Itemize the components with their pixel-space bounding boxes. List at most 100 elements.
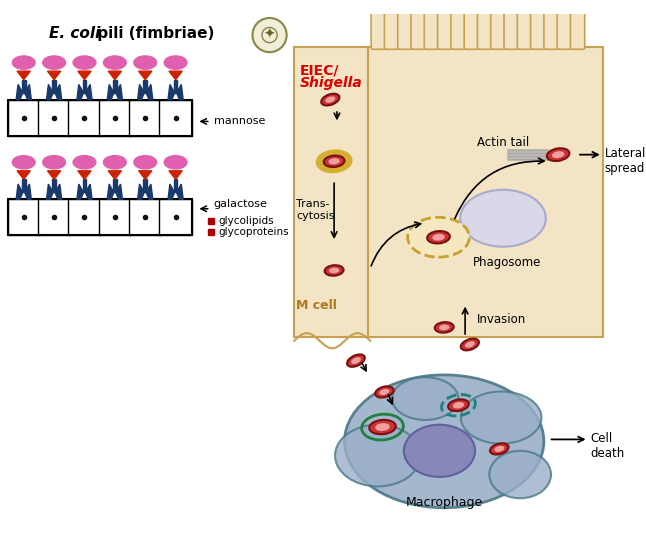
Ellipse shape xyxy=(164,56,187,69)
Polygon shape xyxy=(116,184,123,199)
Polygon shape xyxy=(22,179,26,193)
Text: Trans-
cytosis: Trans- cytosis xyxy=(296,199,335,221)
FancyBboxPatch shape xyxy=(504,9,518,49)
Polygon shape xyxy=(55,184,62,199)
Polygon shape xyxy=(174,80,178,93)
Bar xyxy=(8,100,192,136)
Bar xyxy=(294,47,370,337)
Ellipse shape xyxy=(12,156,35,169)
Ellipse shape xyxy=(317,151,351,172)
Ellipse shape xyxy=(435,322,453,333)
Ellipse shape xyxy=(351,357,361,364)
Polygon shape xyxy=(25,184,31,199)
Bar xyxy=(8,199,40,235)
FancyBboxPatch shape xyxy=(477,9,492,49)
Text: ✦: ✦ xyxy=(264,28,275,42)
Polygon shape xyxy=(85,184,92,199)
Text: pili (fimbriae): pili (fimbriae) xyxy=(92,26,214,41)
Ellipse shape xyxy=(43,156,65,169)
Ellipse shape xyxy=(328,158,340,165)
Polygon shape xyxy=(174,179,178,193)
Polygon shape xyxy=(47,171,61,179)
FancyBboxPatch shape xyxy=(424,9,439,49)
Ellipse shape xyxy=(448,400,469,411)
Bar xyxy=(160,199,192,235)
Ellipse shape xyxy=(347,354,365,367)
Text: glycoproteins: glycoproteins xyxy=(218,227,289,237)
Ellipse shape xyxy=(490,443,508,455)
FancyBboxPatch shape xyxy=(544,9,558,49)
Ellipse shape xyxy=(453,402,464,408)
Polygon shape xyxy=(109,71,121,80)
Bar xyxy=(8,100,40,136)
Polygon shape xyxy=(169,171,182,179)
Polygon shape xyxy=(85,84,92,100)
Ellipse shape xyxy=(103,156,126,169)
Ellipse shape xyxy=(134,156,156,169)
Text: Lateral
spread: Lateral spread xyxy=(605,147,646,175)
Polygon shape xyxy=(176,184,183,199)
Polygon shape xyxy=(17,71,30,80)
Polygon shape xyxy=(109,171,121,179)
Polygon shape xyxy=(47,84,53,100)
Polygon shape xyxy=(47,71,61,80)
Ellipse shape xyxy=(408,217,470,257)
Text: mannose: mannose xyxy=(214,117,265,127)
Bar xyxy=(368,47,603,337)
Polygon shape xyxy=(139,171,152,179)
Polygon shape xyxy=(78,171,91,179)
Polygon shape xyxy=(22,80,26,93)
Ellipse shape xyxy=(324,156,344,167)
Bar xyxy=(38,100,70,136)
FancyBboxPatch shape xyxy=(491,9,505,49)
Ellipse shape xyxy=(427,231,450,243)
FancyBboxPatch shape xyxy=(384,9,399,49)
Polygon shape xyxy=(77,184,83,199)
Bar xyxy=(99,100,131,136)
Polygon shape xyxy=(83,179,87,193)
Polygon shape xyxy=(138,184,144,199)
FancyBboxPatch shape xyxy=(411,9,425,49)
Ellipse shape xyxy=(103,56,126,69)
Ellipse shape xyxy=(461,190,546,247)
Ellipse shape xyxy=(404,425,475,477)
Text: Invasion: Invasion xyxy=(477,313,526,326)
Polygon shape xyxy=(78,71,91,80)
FancyBboxPatch shape xyxy=(437,9,452,49)
Ellipse shape xyxy=(392,377,459,420)
Polygon shape xyxy=(116,84,123,100)
Polygon shape xyxy=(55,84,62,100)
Bar xyxy=(8,199,192,235)
Polygon shape xyxy=(52,179,56,193)
FancyBboxPatch shape xyxy=(451,9,465,49)
Text: M cell: M cell xyxy=(296,299,337,312)
Polygon shape xyxy=(47,184,53,199)
Ellipse shape xyxy=(325,265,344,276)
Ellipse shape xyxy=(370,420,396,434)
Ellipse shape xyxy=(375,386,393,397)
Text: E. coli: E. coli xyxy=(49,26,101,41)
Text: Shigella: Shigella xyxy=(300,76,362,90)
Polygon shape xyxy=(16,84,23,100)
Polygon shape xyxy=(176,84,183,100)
Bar xyxy=(8,100,192,136)
Ellipse shape xyxy=(547,148,569,161)
Ellipse shape xyxy=(12,56,35,69)
Ellipse shape xyxy=(321,94,339,105)
Polygon shape xyxy=(146,184,153,199)
Ellipse shape xyxy=(465,341,475,348)
FancyBboxPatch shape xyxy=(557,9,572,49)
Polygon shape xyxy=(143,179,147,193)
FancyBboxPatch shape xyxy=(530,9,545,49)
Text: EIEC/: EIEC/ xyxy=(300,64,339,78)
Polygon shape xyxy=(107,84,114,100)
Polygon shape xyxy=(146,84,153,100)
Ellipse shape xyxy=(164,156,187,169)
Polygon shape xyxy=(52,80,56,93)
Text: Actin tail: Actin tail xyxy=(477,136,529,148)
Ellipse shape xyxy=(461,339,479,350)
Polygon shape xyxy=(168,84,174,100)
Ellipse shape xyxy=(432,234,444,240)
Ellipse shape xyxy=(344,375,544,508)
Bar xyxy=(68,199,101,235)
